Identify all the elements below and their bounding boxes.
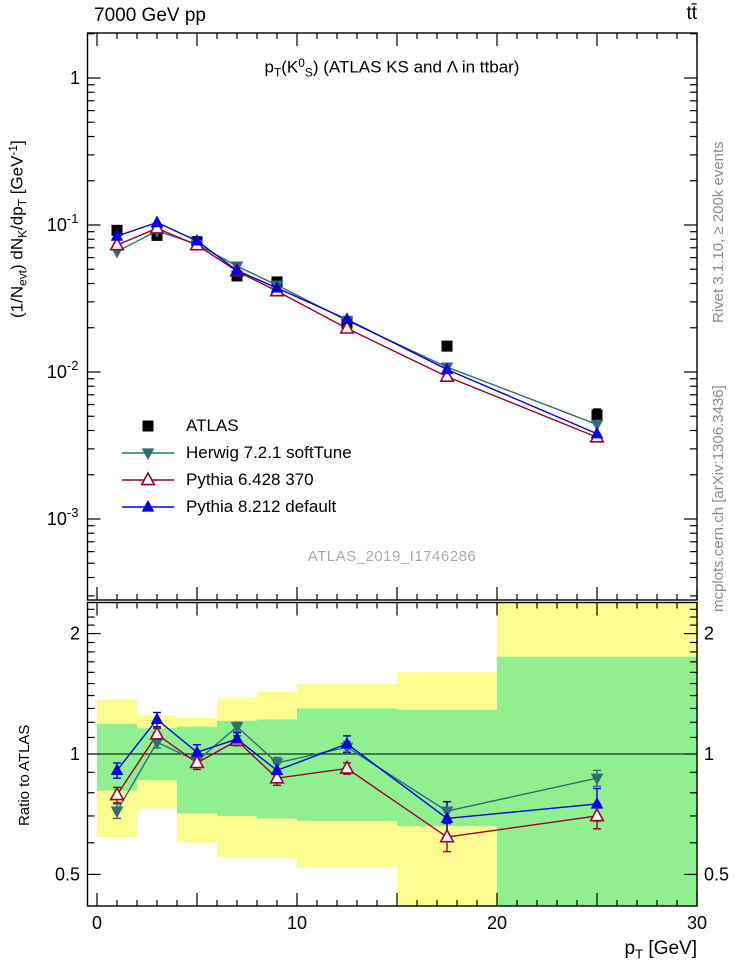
tick-label: 10 [287, 913, 307, 933]
marker-filled-triangle-up [141, 499, 155, 512]
process-label: tt̄ [686, 3, 697, 24]
marker-filled-triangle-down [230, 722, 244, 734]
marker-open-triangle-up [439, 367, 455, 383]
y-axis-title: (1/Nevt) dNK/dpT [GeV-1] [6, 140, 30, 318]
marker-filled-triangle-down [590, 773, 604, 786]
marker-filled-triangle-up [110, 763, 124, 775]
marker-filled-triangle-up [440, 811, 454, 824]
marker-open-triangle-up [589, 807, 605, 822]
legend-marker-filled-square [142, 420, 154, 431]
marker-filled-triangle-up [190, 745, 204, 757]
tick-label: 2 [704, 624, 714, 644]
rivet-version-note: Rivet 3.1.10, ≥ 200k events [710, 141, 727, 323]
ratio-series-line [116, 718, 598, 820]
marker-filled-triangle-up [340, 736, 354, 749]
tick-label: 10-1 [47, 211, 80, 235]
beam-energy-label: 7000 GeV pp [94, 5, 206, 26]
marker-open-triangle-up [149, 725, 165, 740]
marker-open-triangle-up [269, 769, 285, 784]
tick-label: 0.5 [704, 864, 729, 884]
marker-filled-triangle-down [141, 447, 155, 460]
mcplots-citation-note: mcplots.cern.ch [arXiv:1306.3436] [710, 385, 727, 612]
series-line [116, 227, 598, 438]
analysis-id-watermark: ATLAS_2019_I1746286 [307, 548, 477, 565]
marker-open-triangle-up [339, 319, 355, 334]
legend-marker-filled-triangle-down [122, 447, 174, 460]
marker-filled-square [142, 420, 154, 431]
legend-label: Pythia 6.428 370 [186, 469, 314, 489]
ratio-y-axis-title: Ratio to ATLAS [16, 724, 33, 826]
marker-filled-triangle-up [150, 712, 164, 725]
marker-filled-triangle-up [440, 362, 454, 375]
legend-item: Pythia 8.212 default [120, 493, 352, 520]
tick-label: 1 [70, 744, 80, 764]
marker-filled-triangle-down [150, 737, 164, 750]
marker-filled-triangle-up [270, 763, 284, 775]
marker-filled-square [591, 409, 603, 421]
ratio-band-green [97, 723, 137, 791]
marker-open-triangle-up [439, 828, 455, 843]
plot-title: pT(K0S) (ATLAS KS and Λ in ttbar) [264, 56, 520, 80]
marker-open-triangle-up [140, 470, 156, 485]
tick-label: 30 [687, 913, 707, 933]
marker-filled-triangle-up [110, 229, 124, 241]
legend-item: ATLAS [120, 412, 352, 439]
marker-filled-square [441, 340, 453, 352]
tick-label: 10-3 [47, 505, 80, 529]
legend-item: Herwig 7.2.1 softTune [120, 439, 352, 466]
legend-label: Pythia 8.212 default [186, 496, 337, 516]
x-axis-title: pT [GeV] [624, 938, 697, 962]
marker-open-triangle-up [189, 754, 205, 769]
tick-label: 0.5 [55, 864, 80, 884]
series-line [116, 230, 598, 426]
legend: ATLAS Herwig 7.2.1 softTune Pythia 6.428 3… [120, 412, 352, 520]
tick-label: 1 [70, 68, 80, 88]
marker-filled-triangle-up [230, 263, 244, 276]
marker-filled-triangle-up [230, 732, 244, 744]
tick-label: 10-2 [47, 358, 80, 382]
marker-filled-triangle-up [590, 426, 604, 439]
marker-filled-triangle-up [150, 215, 164, 228]
marker-open-triangle-up [109, 786, 125, 801]
series-line [116, 221, 598, 435]
marker-filled-triangle-down [110, 806, 124, 819]
tick-label: 20 [487, 913, 507, 933]
marker-open-triangle-up [109, 236, 125, 251]
legend-marker-open-triangle-up [122, 470, 174, 485]
main-panel-frame [86, 32, 698, 601]
ratio-panel-series [109, 711, 605, 853]
tick-label: 2 [70, 624, 80, 644]
marker-filled-triangle-down [590, 419, 604, 432]
marker-open-triangle-up [339, 759, 355, 774]
tick-label: 1 [704, 744, 714, 764]
ratio-series-line [116, 725, 598, 812]
marker-filled-triangle-up [270, 280, 284, 293]
legend-marker-filled-triangle-up [122, 499, 174, 512]
marker-filled-triangle-up [590, 796, 604, 809]
main-panel-series [109, 215, 605, 443]
legend-label: ATLAS [186, 415, 239, 435]
legend-item: Pythia 6.428 370 [120, 466, 352, 493]
marker-filled-triangle-up [340, 312, 354, 324]
tick-label: 0 [92, 913, 102, 933]
legend-label: Herwig 7.2.1 softTune [186, 442, 352, 462]
marker-filled-triangle-up [190, 233, 204, 246]
